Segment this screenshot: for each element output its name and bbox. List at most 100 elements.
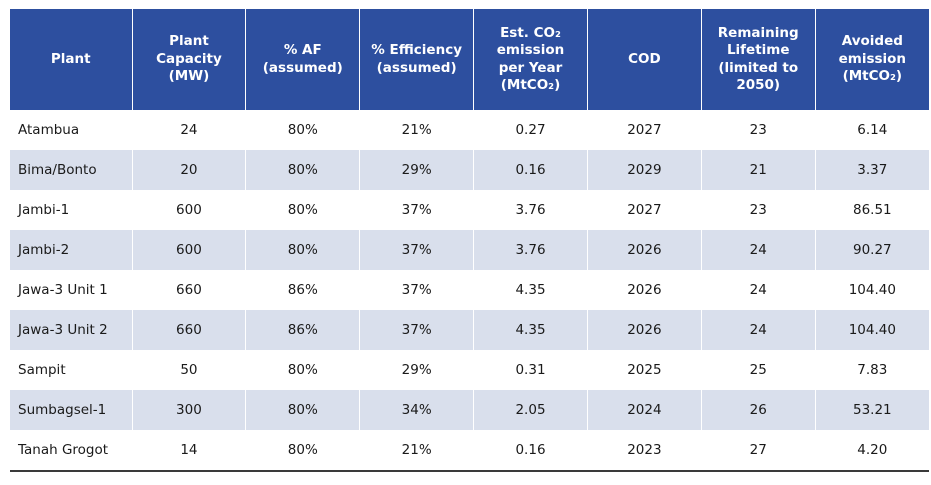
cell-cod: 2023 — [587, 430, 702, 472]
cell-efficiency-assumed: 37% — [359, 230, 475, 270]
cell-af-assumed: 86% — [245, 310, 361, 350]
cell-avoided-emission: 4.20 — [815, 430, 930, 472]
cell-plant-capacity: 24 — [132, 110, 247, 150]
cell-af-assumed: 80% — [245, 150, 361, 190]
cell-af-assumed: 80% — [245, 230, 361, 270]
cell-remaining-lifetime: 25 — [701, 350, 816, 390]
cell-avoided-emission: 104.40 — [815, 270, 930, 310]
cell-remaining-lifetime: 23 — [701, 190, 816, 230]
cell-plant: Sampit — [10, 350, 133, 390]
header-line: Plant — [50, 50, 91, 67]
header-line: (MtCO₂) — [842, 68, 903, 85]
cell-avoided-emission: 104.40 — [815, 310, 930, 350]
cell-af-assumed: 80% — [245, 390, 361, 430]
header-line: Est. CO₂ — [500, 24, 561, 41]
header-af-assumed: % AF (assumed) — [245, 9, 361, 110]
table-row: Jambi-1 600 80% 37% 3.76 2027 23 86.51 — [10, 190, 930, 230]
cell-af-assumed: 80% — [245, 430, 361, 472]
cell-plant-capacity: 660 — [132, 270, 247, 310]
cell-plant: Jawa-3 Unit 1 — [10, 270, 133, 310]
header-row: Plant Plant Capacity (MW)% AF (assumed)% Eff… — [10, 9, 930, 110]
header-line: (MtCO₂) — [500, 77, 561, 93]
cell-plant-capacity: 14 — [132, 430, 247, 472]
cell-plant-capacity: 660 — [132, 310, 247, 350]
cell-efficiency-assumed: 29% — [359, 150, 475, 190]
cell-efficiency-assumed: 34% — [359, 390, 475, 430]
cell-efficiency-assumed: 37% — [359, 270, 475, 310]
cell-est-co2-emission: 0.16 — [473, 150, 588, 190]
cell-cod: 2029 — [587, 150, 702, 190]
cell-plant-capacity: 600 — [132, 190, 247, 230]
cell-cod: 2026 — [587, 230, 702, 270]
header-line: Avoided — [841, 33, 903, 50]
cell-plant: Atambua — [10, 110, 133, 150]
cell-efficiency-assumed: 29% — [359, 350, 475, 390]
table-row: Bima/Bonto 20 80% 29% 0.16 2029 21 3.37 — [10, 150, 930, 190]
header-plant: Plant — [10, 9, 133, 110]
cell-cod: 2024 — [587, 390, 702, 430]
header-line: 2050) — [736, 77, 781, 93]
cell-af-assumed: 80% — [245, 110, 361, 150]
cell-avoided-emission: 90.27 — [815, 230, 930, 270]
header-line: per Year — [498, 59, 563, 76]
header-line: Plant — [169, 33, 209, 50]
header-line: (MW) — [168, 68, 210, 85]
table-row: Sampit 50 80% 29% 0.31 2025 25 7.83 — [10, 350, 930, 390]
header-est-co2-emission: Est. CO₂ emission per Year (MtCO₂) — [473, 9, 588, 110]
cell-plant: Jambi-2 — [10, 230, 133, 270]
cell-avoided-emission: 7.83 — [815, 350, 930, 390]
table-row: Jawa-3 Unit 1 660 86% 37% 4.35 2026 24 104.40 — [10, 270, 930, 310]
cell-avoided-emission: 53.21 — [815, 390, 930, 430]
cell-remaining-lifetime: 24 — [701, 310, 816, 350]
cell-cod: 2027 — [587, 110, 702, 150]
cell-avoided-emission: 6.14 — [815, 110, 930, 150]
table-header: Plant Plant Capacity (MW)% AF (assumed)% Eff… — [10, 9, 930, 110]
cell-avoided-emission: 3.37 — [815, 150, 930, 190]
cell-est-co2-emission: 4.35 — [473, 310, 588, 350]
cell-plant: Jambi-1 — [10, 190, 133, 230]
header-line: (assumed) — [262, 59, 343, 76]
header-line: Lifetime — [726, 42, 790, 58]
header-line: emission — [496, 42, 565, 58]
cell-est-co2-emission: 0.27 — [473, 110, 588, 150]
cell-efficiency-assumed: 37% — [359, 310, 475, 350]
cell-cod: 2025 — [587, 350, 702, 390]
table-row: Jambi-2 600 80% 37% 3.76 2026 24 90.27 — [10, 230, 930, 270]
header-line: Capacity — [156, 50, 222, 67]
cell-avoided-emission: 86.51 — [815, 190, 930, 230]
table-row: Jawa-3 Unit 2 660 86% 37% 4.35 2026 24 104.40 — [10, 310, 930, 350]
table-row: Tanah Grogot 14 80% 21% 0.16 2023 27 4.20 — [10, 430, 930, 472]
table-row: Atambua 24 80% 21% 0.27 2027 23 6.14 — [10, 110, 930, 150]
cell-plant: Jawa-3 Unit 2 — [10, 310, 133, 350]
cell-remaining-lifetime: 24 — [701, 230, 816, 270]
cell-af-assumed: 80% — [245, 190, 361, 230]
cell-est-co2-emission: 2.05 — [473, 390, 588, 430]
cell-plant-capacity: 50 — [132, 350, 247, 390]
cell-plant-capacity: 600 — [132, 230, 247, 270]
plant-emissions-table: Plant Plant Capacity (MW)% AF (assumed)% Eff… — [10, 9, 930, 472]
cell-remaining-lifetime: 21 — [701, 150, 816, 190]
cell-remaining-lifetime: 24 — [701, 270, 816, 310]
header-line: Remaining — [717, 24, 799, 41]
header-avoided-emission: Avoided emission (MtCO₂) — [815, 9, 930, 110]
header-remaining-lifetime: Remaining Lifetime (limited to 2050) — [701, 9, 816, 110]
cell-af-assumed: 80% — [245, 350, 361, 390]
cell-cod: 2026 — [587, 310, 702, 350]
header-line: (assumed) — [376, 59, 457, 76]
cell-plant-capacity: 300 — [132, 390, 247, 430]
header-cod: COD — [587, 9, 702, 110]
table-body: Atambua 24 80% 21% 0.27 2027 23 6.14 Bima/Bonto 2… — [10, 110, 930, 472]
cell-est-co2-emission: 3.76 — [473, 230, 588, 270]
cell-est-co2-emission: 3.76 — [473, 190, 588, 230]
cell-remaining-lifetime: 23 — [701, 110, 816, 150]
cell-remaining-lifetime: 27 — [701, 430, 816, 472]
cell-plant: Bima/Bonto — [10, 150, 133, 190]
cell-est-co2-emission: 0.16 — [473, 430, 588, 472]
plant-emissions-table-container: Plant Plant Capacity (MW)% AF (assumed)% Eff… — [10, 9, 930, 472]
header-line: % AF — [283, 42, 322, 58]
cell-cod: 2026 — [587, 270, 702, 310]
header-line: emission — [838, 50, 907, 67]
cell-efficiency-assumed: 21% — [359, 110, 475, 150]
cell-plant: Sumbagsel-1 — [10, 390, 133, 430]
table-row: Sumbagsel-1 300 80% 34% 2.05 2024 26 53.21 — [10, 390, 930, 430]
